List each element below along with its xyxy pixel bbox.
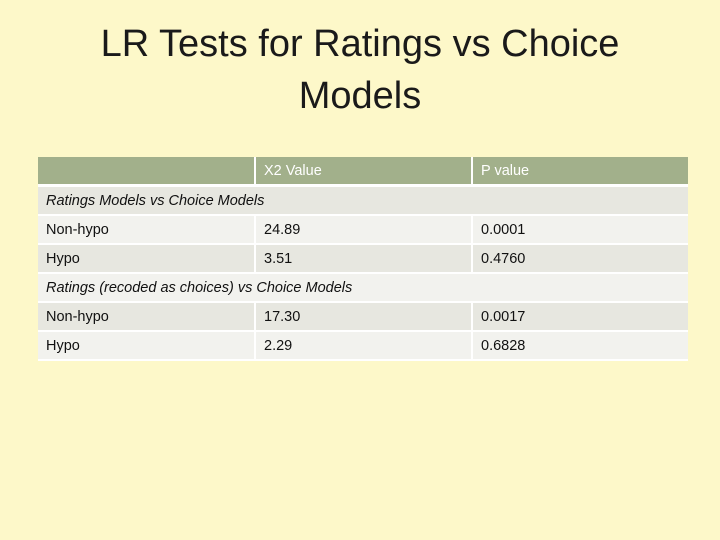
section-row: Ratings Models vs Choice Models: [38, 187, 688, 216]
row-label: Non-hypo: [38, 303, 256, 332]
table-row: Hypo 2.29 0.6828: [38, 332, 688, 361]
x2-value-cell: 2.29: [256, 332, 473, 361]
x2-value-cell: 3.51: [256, 245, 473, 274]
title-line-2: Models: [298, 75, 422, 117]
slide-title: LR Tests for Ratings vs Choice Models: [60, 18, 660, 122]
section-label: Ratings Models vs Choice Models: [38, 187, 688, 216]
table-row: Hypo 3.51 0.4760: [38, 245, 688, 274]
table-header-row: X2 Value P value: [38, 157, 688, 187]
title-line-1: LR Tests for Ratings vs Choice: [100, 23, 620, 65]
p-value-cell: 0.4760: [473, 245, 688, 274]
p-value-cell: 0.0001: [473, 216, 688, 245]
row-label: Hypo: [38, 245, 256, 274]
section-label: Ratings (recoded as choices) vs Choice M…: [38, 274, 688, 303]
row-label: Hypo: [38, 332, 256, 361]
header-x2-value: X2 Value: [256, 157, 473, 187]
x2-value-cell: 24.89: [256, 216, 473, 245]
row-label: Non-hypo: [38, 216, 256, 245]
table-row: Non-hypo 17.30 0.0017: [38, 303, 688, 332]
x2-value-cell: 17.30: [256, 303, 473, 332]
header-cell-empty: [38, 157, 256, 187]
p-value-cell: 0.0017: [473, 303, 688, 332]
header-p-value: P value: [473, 157, 688, 187]
p-value-cell: 0.6828: [473, 332, 688, 361]
lr-test-table: X2 Value P value Ratings Models vs Choic…: [38, 157, 688, 361]
section-row: Ratings (recoded as choices) vs Choice M…: [38, 274, 688, 303]
table-row: Non-hypo 24.89 0.0001: [38, 216, 688, 245]
